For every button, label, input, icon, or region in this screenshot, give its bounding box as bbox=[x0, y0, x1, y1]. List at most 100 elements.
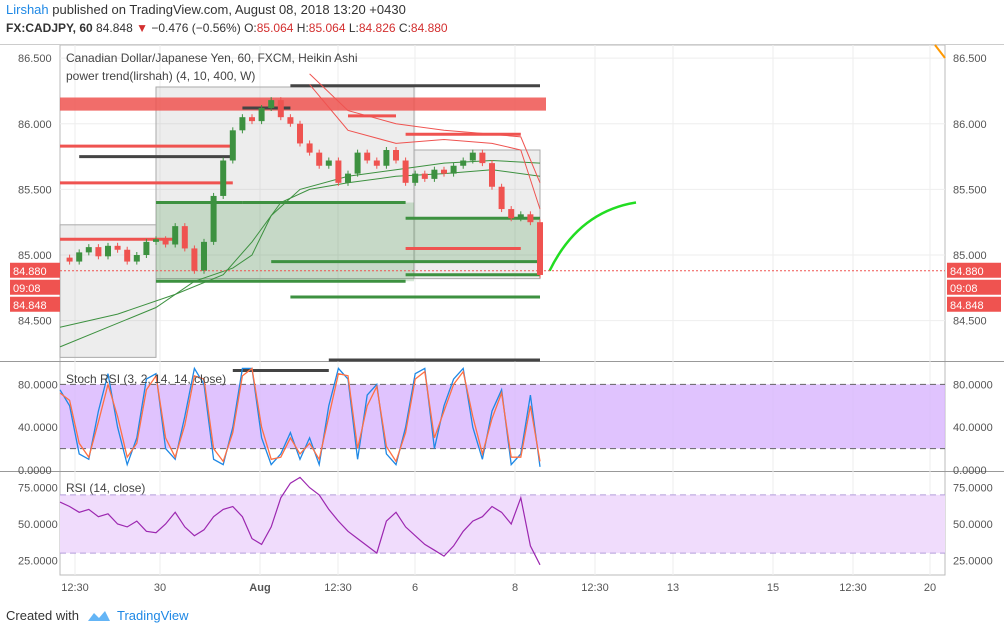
rsi-y-tick-left: 25.0000 bbox=[18, 555, 58, 567]
y-tick-label-right: 86.000 bbox=[953, 119, 987, 131]
candle-body bbox=[306, 143, 313, 153]
candle-body bbox=[373, 160, 380, 166]
y-tick-label-left: 84.500 bbox=[18, 316, 52, 328]
x-tick-label: 20 bbox=[924, 582, 936, 594]
symbol-bar: FX:CADJPY, 60 84.848 ▼ −0.476 (−0.56%) O… bbox=[6, 21, 448, 35]
ohlc-c-label: C: bbox=[398, 21, 411, 35]
price-tag-current-left-bg bbox=[10, 262, 60, 278]
candles bbox=[66, 97, 543, 278]
rsi-title: RSI (14, close) bbox=[66, 481, 145, 495]
symbol-label: FX:CADJPY, 60 bbox=[6, 21, 93, 35]
rsi-y-tick-left: 75.0000 bbox=[18, 483, 58, 495]
candle-body bbox=[66, 257, 73, 262]
candle-body bbox=[162, 239, 169, 245]
last-price: 84.848 bbox=[96, 21, 133, 35]
candle-body bbox=[527, 214, 534, 223]
y-tick-label-right: 85.500 bbox=[953, 184, 987, 196]
price-tag-countdown-left: 09:08 bbox=[13, 283, 41, 295]
ohlc-l-label: L: bbox=[348, 21, 359, 35]
ohlc-low: 84.826 bbox=[358, 21, 396, 35]
candle-body bbox=[229, 130, 236, 161]
candle-body bbox=[201, 241, 207, 271]
candle-body bbox=[277, 100, 284, 118]
ohlc-o-label: O: bbox=[244, 21, 257, 35]
price-tag-last-right-bg bbox=[947, 296, 1001, 312]
candle-body bbox=[133, 255, 140, 262]
ohlc-high: 85.064 bbox=[308, 21, 346, 35]
candle-body bbox=[258, 108, 265, 122]
y-tick-label-right: 86.500 bbox=[953, 53, 987, 65]
y-tick-label-left: 85.500 bbox=[18, 184, 52, 196]
y-tick-label-right: 85.000 bbox=[953, 250, 987, 262]
candle-body bbox=[76, 252, 83, 262]
candle-body bbox=[335, 160, 342, 183]
x-tick-label: 6 bbox=[412, 582, 418, 594]
rsi-y-tick-right: 50.0000 bbox=[953, 519, 993, 531]
candle-body bbox=[220, 160, 227, 196]
candle-body bbox=[450, 165, 457, 174]
price-tag-current-right: 84.880 bbox=[950, 266, 984, 278]
candle-body bbox=[249, 117, 255, 122]
rsi-band bbox=[60, 494, 945, 554]
stoch-title: Stoch RSI (3, 2, 14, 14, close) bbox=[66, 372, 226, 386]
candle-body bbox=[364, 152, 371, 161]
candle-body bbox=[172, 226, 179, 245]
candle-body bbox=[325, 160, 332, 166]
author-name[interactable]: Lirshah bbox=[6, 2, 49, 17]
ohlc-close: 84.880 bbox=[410, 21, 448, 35]
x-tick-label: 30 bbox=[154, 582, 166, 594]
candle-body bbox=[441, 169, 447, 174]
stoch-series-d bbox=[59, 367, 541, 463]
rsi-y-tick-right: 25.0000 bbox=[953, 555, 993, 567]
y-tick-label-left: 85.000 bbox=[18, 250, 52, 262]
candle-body bbox=[412, 173, 419, 183]
candle-body bbox=[479, 152, 486, 164]
candle-body bbox=[489, 163, 495, 187]
price-tag-last-right: 84.848 bbox=[950, 300, 984, 312]
candle-body bbox=[354, 152, 361, 174]
candle-body bbox=[210, 195, 217, 242]
footer: Created with TradingView bbox=[6, 608, 189, 623]
rsi-y-tick-right: 75.0000 bbox=[953, 483, 993, 495]
price-tag-last-left-bg bbox=[10, 296, 60, 312]
candle-body bbox=[383, 150, 390, 166]
candle-body bbox=[316, 152, 323, 166]
candle-body bbox=[114, 245, 121, 250]
candle-body bbox=[393, 150, 399, 161]
y-tick-label-left: 86.500 bbox=[18, 53, 52, 65]
resistance-band bbox=[60, 97, 546, 111]
x-tick-label: 8 bbox=[512, 582, 518, 594]
forecast-curve bbox=[548, 201, 637, 272]
ohlc-open: 85.064 bbox=[256, 21, 294, 35]
candle-body bbox=[517, 214, 524, 219]
price-tag-last-left: 84.848 bbox=[13, 300, 47, 312]
rsi-y-tick-left: 50.0000 bbox=[18, 519, 58, 531]
stoch-y-tick-left: 0.0000 bbox=[18, 465, 52, 477]
candle-body bbox=[421, 173, 428, 179]
tradingview-link[interactable]: TradingView bbox=[116, 608, 189, 623]
stoch-y-tick-left: 40.0000 bbox=[18, 422, 58, 434]
rsi-series bbox=[59, 476, 541, 566]
indicator-label: power trend(lirshah) (4, 10, 400, W) bbox=[66, 69, 255, 83]
candle-body bbox=[105, 245, 111, 257]
x-tick-label: 12:30 bbox=[324, 582, 352, 594]
price-change: −0.476 (−0.56%) bbox=[151, 21, 241, 35]
stoch-y-tick-right: 80.0000 bbox=[953, 379, 993, 391]
candle-body bbox=[460, 160, 467, 166]
drawing-stroke bbox=[934, 44, 946, 59]
candle-body bbox=[191, 248, 198, 271]
candle-body bbox=[431, 169, 438, 179]
created-with-text: Created with bbox=[6, 608, 79, 623]
candle-body bbox=[181, 226, 188, 249]
stoch-series-k bbox=[59, 366, 541, 468]
x-tick-label: 12:30 bbox=[839, 582, 867, 594]
red-trend-line bbox=[309, 73, 541, 183]
candle-body bbox=[239, 117, 246, 131]
candle-body bbox=[345, 173, 351, 183]
x-tick-label: 13 bbox=[667, 582, 679, 594]
price-tag-countdown-right-bg bbox=[947, 279, 1001, 295]
candle-body bbox=[537, 222, 543, 275]
price-tag-current-left: 84.880 bbox=[13, 266, 47, 278]
ohlc-h-label: H: bbox=[296, 21, 309, 35]
